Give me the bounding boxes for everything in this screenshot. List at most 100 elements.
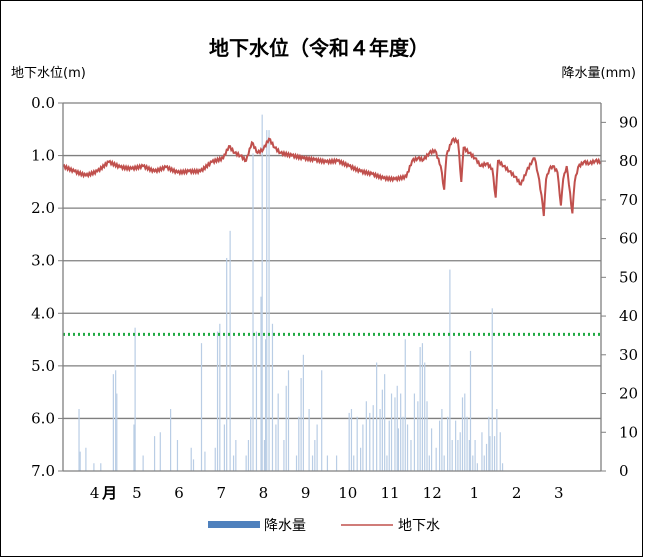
precipitation-bar [469, 350, 472, 471]
x-tick-label: 9 [301, 484, 311, 502]
precipitation-bar [285, 385, 287, 471]
x-tick-label: 5 [132, 484, 142, 502]
y-right-tick-label: 60 [619, 230, 638, 248]
x-tick-label: 11 [380, 484, 399, 502]
precipitation-bar [451, 440, 453, 471]
precipitation-bar [419, 347, 421, 471]
precipitation-bar [314, 440, 316, 471]
precipitation-bar [496, 409, 498, 471]
precipitation-bar [235, 440, 237, 471]
precipitation-bar [489, 436, 491, 471]
precipitation-bar [268, 130, 270, 471]
precipitation-bar [424, 362, 426, 471]
y-right-tick-label: 70 [619, 191, 638, 209]
precipitation-bar [170, 409, 172, 471]
precipitation-bar [277, 393, 279, 471]
x-tick-label: 4 [90, 484, 100, 502]
precipitation-bar [204, 451, 206, 471]
precipitation-bar [435, 447, 437, 471]
precipitation-bar [381, 389, 383, 471]
precipitation-bar [261, 114, 263, 471]
x-tick-label: 8 [259, 484, 269, 502]
precipitation-bar [78, 409, 80, 471]
y-left-tick-label: 6.0 [31, 409, 55, 427]
precipitation-bar [265, 339, 267, 471]
precipitation-bar [447, 416, 449, 471]
y-left-tick-label: 5.0 [31, 357, 55, 375]
precipitation-bar [229, 230, 231, 471]
precipitation-bar [356, 416, 358, 471]
y-right-tick-label: 10 [619, 423, 638, 441]
precipitation-bar [350, 409, 353, 471]
precipitation-bar [112, 374, 114, 471]
precipitation-bar [190, 447, 192, 471]
precipitation-bar [287, 370, 290, 471]
y-right-axis-title: 降水量(mm) [562, 66, 636, 81]
precipitation-bar [365, 401, 367, 471]
precipitation-bar [176, 440, 179, 471]
precipitation-bar [449, 269, 451, 471]
legend-label-groundwater: 地下水 [398, 518, 440, 534]
precipitation-bar [321, 370, 323, 471]
grid [63, 154, 601, 420]
precipitation-bar [252, 153, 254, 471]
y-right-tick-label: 30 [619, 346, 638, 364]
precipitation-bar [466, 416, 468, 471]
precipitation-bar [100, 463, 102, 471]
precipitation-bar [335, 455, 338, 471]
precipitation-bar [428, 455, 430, 471]
precipitation-bar [406, 424, 409, 471]
precipitation-bar [219, 323, 221, 471]
precipitation-bar [250, 416, 252, 471]
precipitation-bar [308, 409, 310, 471]
precipitation-bar [388, 420, 390, 471]
precipitation-bar [283, 440, 285, 471]
y-right-tick-label: 80 [619, 152, 638, 170]
precipitation-bar [298, 416, 300, 471]
y-left-tick-label: 1.0 [31, 147, 55, 165]
precipitation-bar [266, 130, 268, 471]
precipitation-bar [316, 424, 318, 471]
precipitation-bar [400, 393, 402, 471]
y-left-tick-label: 7.0 [31, 462, 55, 480]
precipitation-bar [402, 416, 404, 471]
precipitation-bar [226, 257, 228, 471]
precipitation-bar [326, 455, 329, 471]
precipitation-bar [255, 331, 258, 471]
precipitation-bar [441, 409, 443, 471]
precipitation-bar [390, 393, 393, 471]
precipitation-bar [360, 447, 362, 471]
legend-swatch-precipitation [208, 521, 260, 528]
y-left-axis-title: 地下水位(m) [11, 66, 86, 81]
y-right-tick-label: 0 [619, 462, 629, 480]
x-tick-label: 12 [423, 484, 442, 502]
x-tick-label: 2 [512, 484, 522, 502]
precipitation-bar [430, 428, 433, 471]
y-right-tick-label: 40 [619, 307, 638, 325]
y-right-tick-label: 20 [619, 385, 638, 403]
precipitation-bar [483, 455, 485, 471]
precipitation-bar [214, 447, 216, 471]
precipitation-bar [474, 440, 476, 471]
precipitation-bar [468, 440, 470, 471]
precipitation-bar [369, 412, 371, 471]
precipitation-bar [501, 463, 504, 471]
precipitation-bar [476, 463, 478, 471]
precipitation-bar [85, 447, 87, 471]
precipitation-bar [464, 393, 466, 471]
precipitation-bar [426, 401, 428, 471]
precipitation-bar [116, 393, 118, 471]
x-tick-label: 1 [470, 484, 480, 502]
precipitation-bar [260, 296, 262, 471]
precipitation-bar [421, 343, 424, 471]
precipitation-bar [275, 424, 277, 471]
precipitation-bar [79, 451, 81, 471]
precipitation-bar [223, 424, 225, 471]
precipitation-bar [362, 424, 364, 471]
x-tick-label: 10 [338, 484, 357, 502]
precipitation-bar [384, 374, 386, 471]
y-left-tick-label: 2.0 [31, 199, 55, 217]
x-tick-label: 3 [554, 484, 564, 502]
precipitation-bars [78, 114, 504, 471]
precipitation-bar [133, 424, 135, 471]
